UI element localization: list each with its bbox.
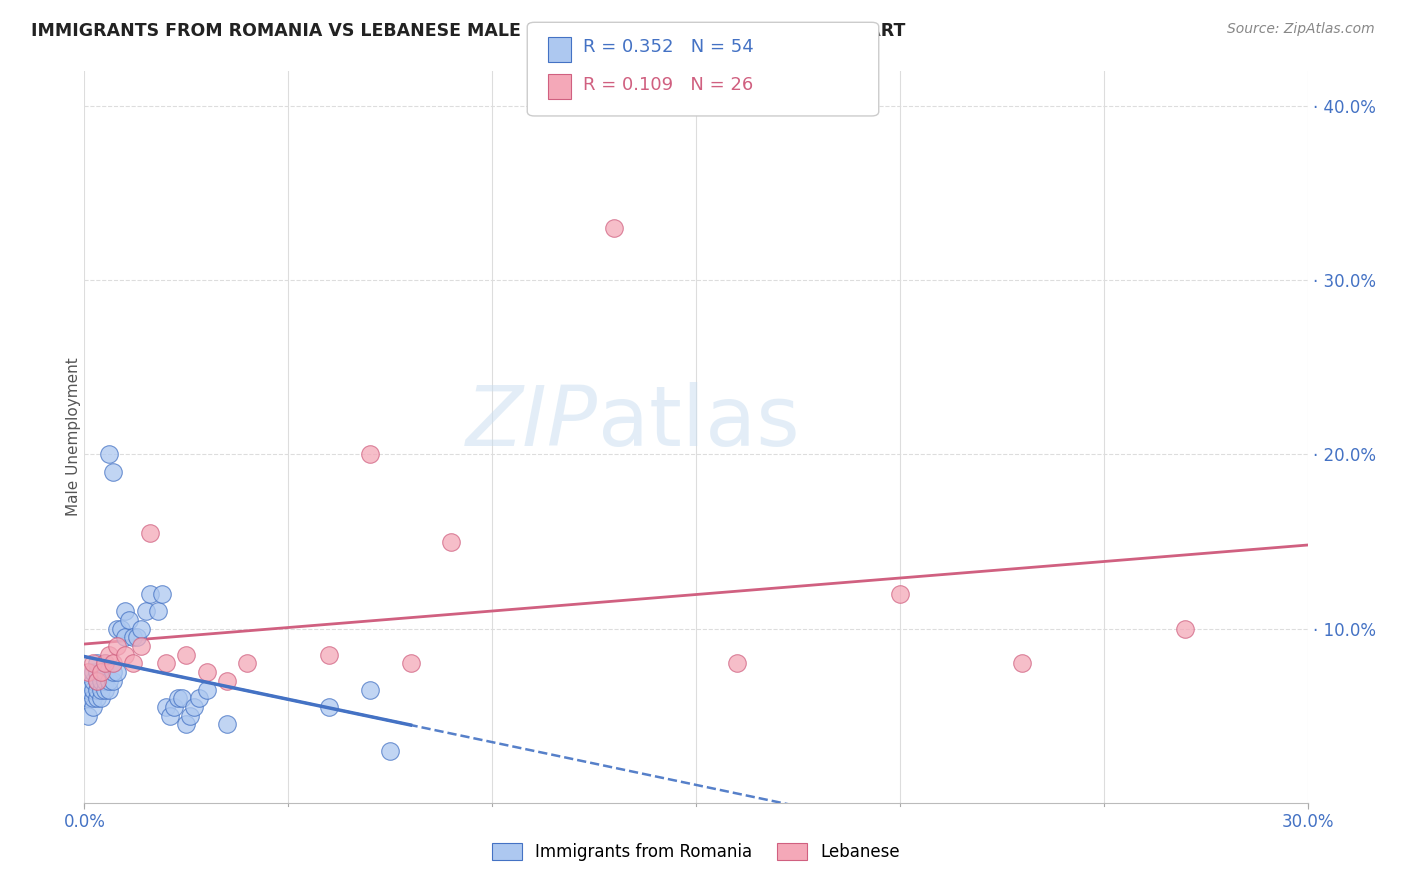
Point	[399, 657, 422, 671]
Point	[97, 682, 120, 697]
Point	[217, 673, 239, 688]
Point	[77, 665, 100, 680]
Point	[440, 534, 463, 549]
Point	[217, 717, 239, 731]
Point	[155, 700, 177, 714]
Point	[101, 657, 124, 671]
Point	[163, 700, 186, 714]
Point	[195, 665, 218, 680]
Point	[1011, 657, 1033, 671]
Point	[82, 700, 104, 714]
Point	[167, 691, 190, 706]
Point	[131, 622, 153, 636]
Point	[122, 657, 145, 671]
Point	[93, 673, 115, 688]
Point	[105, 622, 128, 636]
Point	[114, 648, 136, 662]
Point	[603, 221, 626, 235]
Point	[93, 657, 115, 671]
Point	[359, 448, 381, 462]
Point	[77, 708, 100, 723]
Text: Source: ZipAtlas.com: Source: ZipAtlas.com	[1227, 22, 1375, 37]
Point	[127, 631, 149, 645]
Point	[1174, 622, 1197, 636]
Point	[138, 587, 160, 601]
Point	[138, 525, 160, 540]
Text: R = 0.109   N = 26: R = 0.109 N = 26	[583, 76, 754, 94]
Text: R = 0.352   N = 54: R = 0.352 N = 54	[583, 38, 754, 56]
Y-axis label: Male Unemployment: Male Unemployment	[66, 358, 80, 516]
Point	[97, 648, 120, 662]
Point	[82, 665, 104, 680]
Point	[97, 448, 120, 462]
Point	[135, 604, 157, 618]
Point	[131, 639, 153, 653]
Point	[82, 682, 104, 697]
Point	[86, 682, 108, 697]
Point	[86, 665, 108, 680]
Point	[90, 665, 112, 680]
Point	[380, 743, 402, 757]
Point	[82, 657, 104, 671]
Text: IMMIGRANTS FROM ROMANIA VS LEBANESE MALE UNEMPLOYMENT CORRELATION CHART: IMMIGRANTS FROM ROMANIA VS LEBANESE MALE…	[31, 22, 905, 40]
Point	[174, 717, 197, 731]
Point	[90, 665, 112, 680]
Point	[101, 665, 124, 680]
Point	[101, 673, 124, 688]
Point	[725, 657, 748, 671]
Point	[105, 665, 128, 680]
Point	[318, 648, 340, 662]
Point	[101, 465, 124, 479]
Point	[93, 657, 115, 671]
Point	[174, 648, 197, 662]
Point	[86, 673, 108, 688]
Point	[77, 682, 100, 697]
Point	[118, 613, 141, 627]
Point	[86, 673, 108, 688]
Point	[236, 657, 259, 671]
Point	[86, 691, 108, 706]
Point	[187, 691, 209, 706]
Point	[889, 587, 911, 601]
Point	[195, 682, 218, 697]
Point	[82, 673, 104, 688]
Point	[86, 657, 108, 671]
Point	[172, 691, 194, 706]
Point	[97, 673, 120, 688]
Point	[114, 604, 136, 618]
Point	[114, 631, 136, 645]
Point	[93, 665, 115, 680]
Point	[183, 700, 205, 714]
Point	[77, 691, 100, 706]
Point	[122, 631, 145, 645]
Point	[150, 587, 173, 601]
Point	[82, 691, 104, 706]
Point	[110, 622, 132, 636]
Point	[318, 700, 340, 714]
Text: ZIP: ZIP	[467, 382, 598, 463]
Point	[90, 673, 112, 688]
Point	[359, 682, 381, 697]
Point	[159, 708, 181, 723]
Point	[155, 657, 177, 671]
Point	[90, 682, 112, 697]
Point	[93, 682, 115, 697]
Legend: Immigrants from Romania, Lebanese: Immigrants from Romania, Lebanese	[485, 836, 907, 868]
Point	[179, 708, 201, 723]
Point	[90, 691, 112, 706]
Point	[105, 639, 128, 653]
Point	[146, 604, 169, 618]
Text: atlas: atlas	[598, 382, 800, 463]
